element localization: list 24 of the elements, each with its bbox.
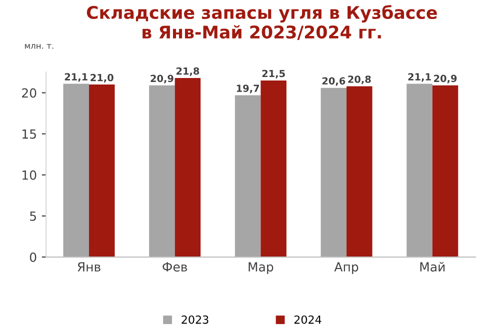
data-label: 20,9 [434, 74, 457, 84]
y-tick-label: 5 [30, 212, 36, 221]
y-tick-label: 10 [22, 170, 36, 180]
data-label: 20,8 [348, 76, 371, 84]
y-tick-label: 20 [22, 88, 36, 98]
x-tick-label: Янв [78, 262, 100, 272]
data-label: 21,1 [64, 73, 88, 82]
x-tick-label: Фев [162, 262, 188, 272]
data-label: 21,5 [262, 70, 285, 78]
data-label: 21,0 [90, 74, 114, 83]
chart-title: Складские запасы угля в Кузбассе в Янв-Май 2023/2024 гг. [86, 5, 437, 40]
x-tick-label: Апр [334, 262, 358, 274]
legend-label: 2024 [294, 315, 322, 324]
data-label: 19,7 [236, 84, 260, 94]
y-axis-title: млн. т. [25, 44, 54, 49]
x-tick-label: Мар [248, 262, 274, 274]
data-label: 21,8 [176, 67, 200, 76]
x-tick-label: Май [420, 262, 445, 272]
legend-label: 2023 [182, 315, 208, 324]
data-label: 21,1 [408, 73, 431, 82]
y-tick-label: 15 [22, 129, 36, 139]
data-label: 20,9 [150, 74, 174, 84]
data-label: 20,6 [322, 77, 346, 86]
y-tick-label: 0 [30, 252, 36, 262]
